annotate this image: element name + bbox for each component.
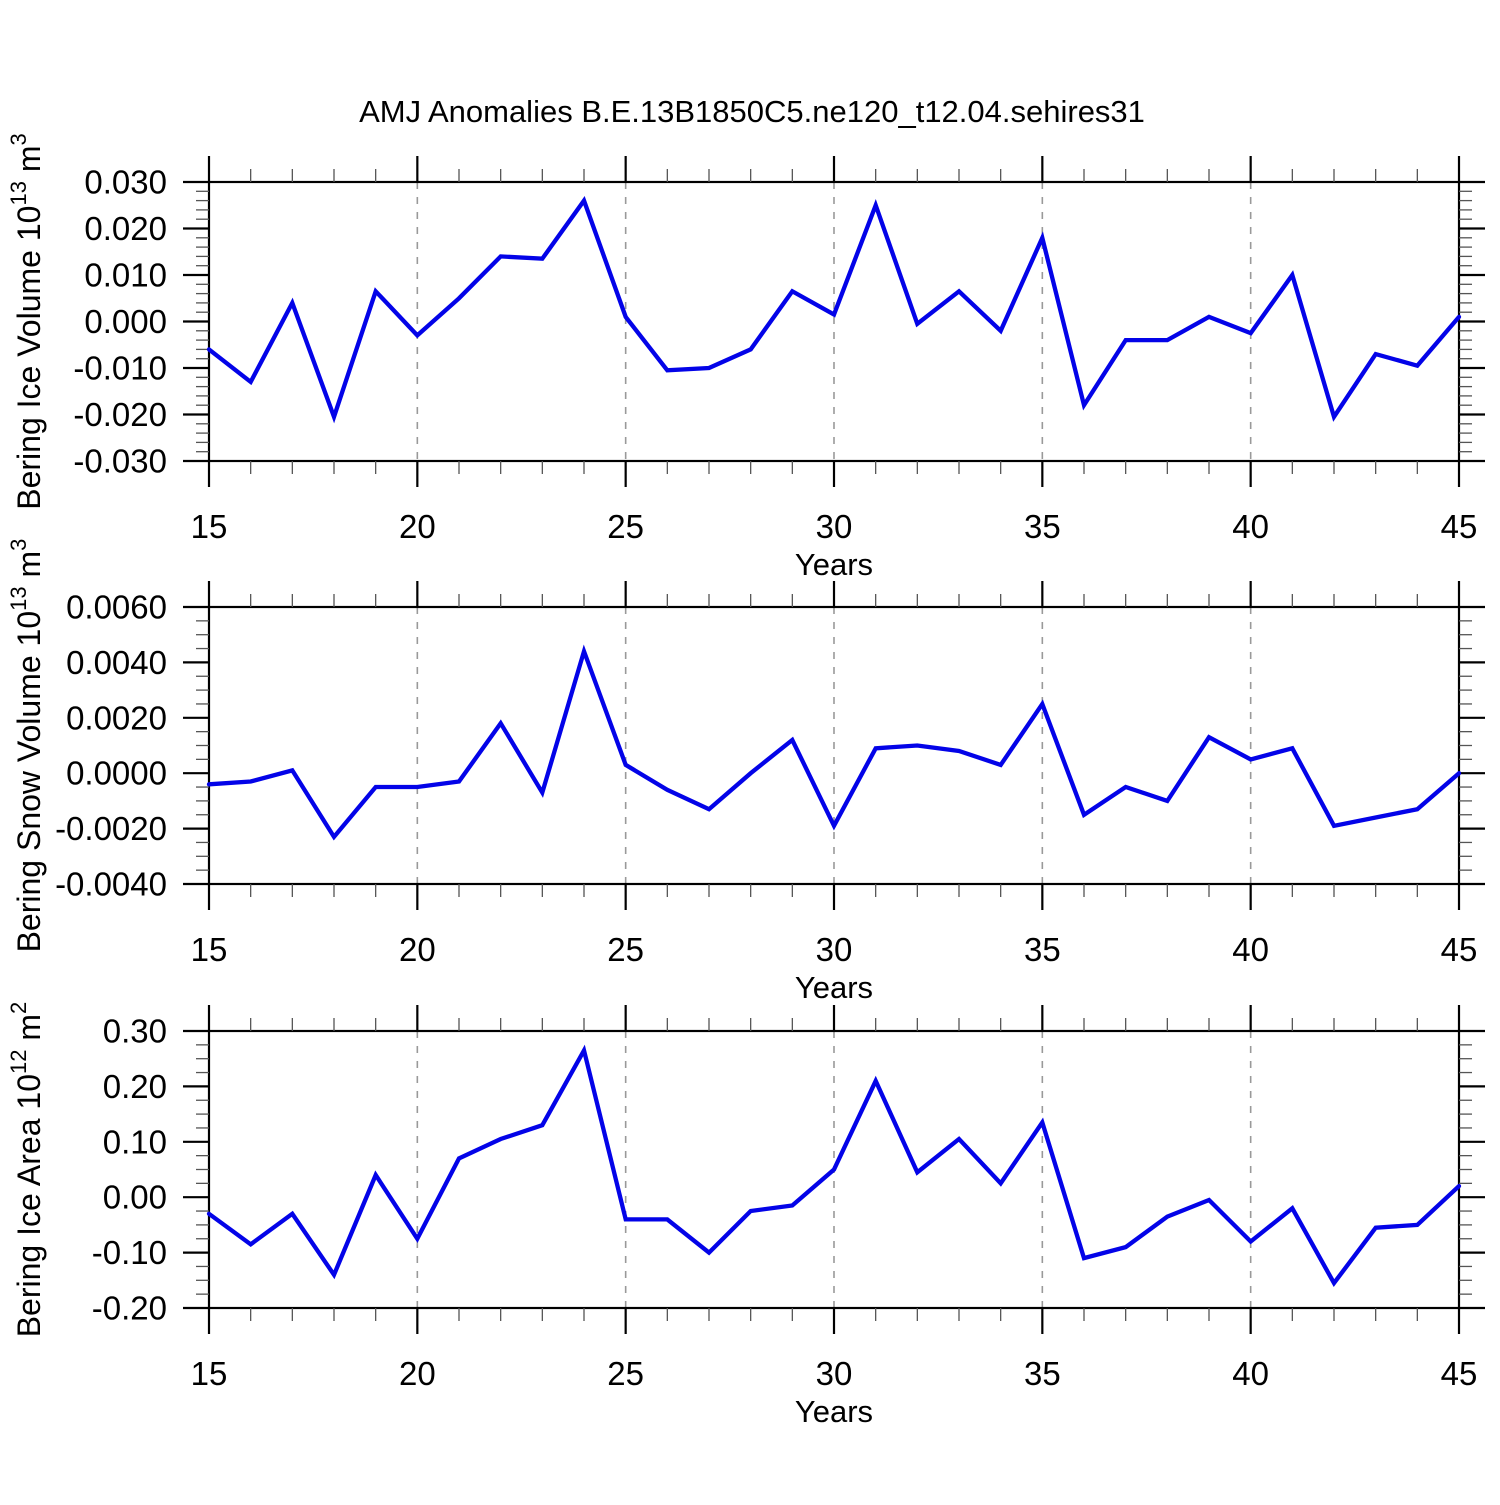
y-tick-label: 0.30: [103, 1013, 167, 1050]
y-tick-label: 0.020: [84, 210, 167, 247]
y-tick-label: 0.0020: [66, 699, 167, 736]
x-tick-label-15: 15: [191, 931, 228, 968]
x-tick-label-45: 45: [1441, 931, 1478, 968]
x-tick-label-25: 25: [607, 508, 644, 545]
x-tick-label-40: 40: [1232, 508, 1269, 545]
x-tick-label-20: 20: [399, 1355, 436, 1392]
y-axis-title: Bering Ice Volume 1013 m3: [6, 133, 47, 509]
y-tick-label: 0.10: [103, 1123, 167, 1160]
x-axis-title: Years: [795, 1394, 873, 1429]
x-tick-label-35: 35: [1024, 1355, 1061, 1392]
x-tick-label-20: 20: [399, 931, 436, 968]
x-tick-label-45: 45: [1441, 508, 1478, 545]
y-tick-label: 0.030: [84, 164, 167, 201]
y-tick-label: -0.030: [73, 443, 167, 480]
y-tick-label: -0.0020: [55, 810, 167, 847]
x-tick-label-15: 15: [191, 508, 228, 545]
y-axis-title: Bering Ice Area 1012 m2: [6, 1002, 47, 1338]
y-tick-label: 0.0040: [66, 644, 167, 681]
y-tick-label: 0.0060: [66, 589, 167, 626]
y-tick-label: -0.020: [73, 396, 167, 433]
chart-title: AMJ Anomalies B.E.13B1850C5.ne120_t12.04…: [359, 94, 1145, 129]
y-tick-label: -0.10: [92, 1234, 167, 1271]
panels: -0.030 -0.020 -0.010 0.000 0.010 0.020 0.030 15…: [6, 133, 1485, 1429]
x-tick-label-45: 45: [1441, 1355, 1478, 1392]
panel-1: -0.030 -0.020 -0.010 0.000 0.010 0.020 0.030 15…: [6, 133, 1485, 582]
x-tick-label-25: 25: [607, 1355, 644, 1392]
x-tick-label-30: 30: [816, 1355, 853, 1392]
x-tick-label-40: 40: [1232, 931, 1269, 968]
y-tick-label: -0.010: [73, 350, 167, 387]
y-tick-label: 0.010: [84, 257, 167, 294]
x-tick-label-25: 25: [607, 931, 644, 968]
x-tick-label-35: 35: [1024, 931, 1061, 968]
data-line-3: [206, 1044, 1462, 1288]
data-line-1: [206, 196, 1462, 424]
x-axis-title: Years: [795, 547, 873, 582]
x-tick-label-40: 40: [1232, 1355, 1269, 1392]
panel-3: -0.20 -0.10 0.00 0.10 0.20 0.30 15 20 25 30 35 40 45…: [6, 1002, 1485, 1429]
x-tick-label-35: 35: [1024, 508, 1061, 545]
x-tick-label-30: 30: [816, 931, 853, 968]
panel-2: -0.0040 -0.0020 0.0000 0.0020 0.0040 0.0060 15…: [6, 539, 1485, 1005]
x-axis-title: Years: [795, 970, 873, 1005]
y-axis-title: Bering Snow Volume 1013 m3: [6, 539, 47, 953]
y-tick-label: -0.0040: [55, 866, 167, 903]
y-tick-label: 0.0000: [66, 755, 167, 792]
y-tick-label: 0.000: [84, 303, 167, 340]
x-tick-label-20: 20: [399, 508, 436, 545]
y-tick-label: -0.20: [92, 1290, 167, 1327]
x-tick-label-30: 30: [816, 508, 853, 545]
x-tick-label-15: 15: [191, 1355, 228, 1392]
data-line-2: [206, 644, 1462, 841]
y-tick-label: 0.00: [103, 1179, 167, 1216]
y-tick-label: 0.20: [103, 1068, 167, 1105]
